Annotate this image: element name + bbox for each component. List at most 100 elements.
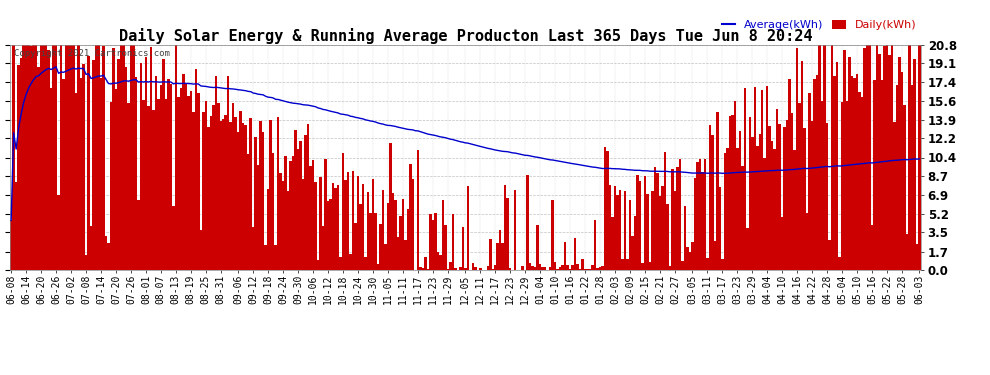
- Bar: [107, 243, 110, 270]
- Bar: [527, 176, 529, 270]
- Bar: [714, 241, 716, 270]
- Bar: [574, 238, 576, 270]
- Bar: [651, 190, 653, 270]
- Bar: [67, 45, 69, 270]
- Bar: [748, 117, 751, 270]
- Bar: [816, 75, 819, 270]
- Bar: [100, 78, 102, 270]
- Bar: [486, 266, 489, 270]
- Bar: [871, 225, 873, 270]
- Bar: [80, 78, 82, 270]
- Bar: [409, 164, 412, 270]
- Bar: [855, 74, 858, 270]
- Bar: [43, 45, 45, 270]
- Bar: [689, 252, 691, 270]
- Bar: [761, 90, 763, 270]
- Bar: [399, 216, 402, 270]
- Bar: [724, 153, 726, 270]
- Bar: [509, 268, 512, 270]
- Bar: [102, 46, 105, 270]
- Bar: [427, 268, 429, 270]
- Bar: [614, 186, 616, 270]
- Bar: [841, 102, 843, 270]
- Bar: [656, 173, 658, 270]
- Bar: [54, 45, 57, 270]
- Bar: [30, 46, 33, 270]
- Bar: [709, 125, 711, 270]
- Bar: [274, 245, 277, 270]
- Bar: [694, 178, 696, 270]
- Bar: [791, 113, 793, 270]
- Bar: [75, 93, 77, 270]
- Bar: [189, 90, 192, 270]
- Bar: [742, 166, 743, 270]
- Bar: [845, 101, 848, 270]
- Bar: [227, 76, 230, 270]
- Bar: [112, 48, 115, 270]
- Bar: [267, 189, 269, 270]
- Bar: [564, 242, 566, 270]
- Bar: [87, 56, 90, 270]
- Bar: [217, 103, 220, 270]
- Bar: [172, 206, 174, 270]
- Bar: [110, 102, 112, 270]
- Bar: [332, 183, 335, 270]
- Bar: [502, 243, 504, 270]
- Bar: [182, 74, 184, 270]
- Bar: [891, 45, 893, 270]
- Bar: [419, 267, 422, 270]
- Bar: [542, 267, 544, 270]
- Bar: [192, 111, 195, 270]
- Bar: [33, 45, 35, 270]
- Bar: [581, 259, 584, 270]
- Bar: [272, 153, 274, 270]
- Bar: [340, 257, 342, 270]
- Bar: [819, 45, 821, 270]
- Bar: [771, 141, 773, 270]
- Bar: [424, 257, 427, 270]
- Bar: [152, 110, 154, 270]
- Bar: [304, 135, 307, 270]
- Bar: [237, 132, 240, 270]
- Bar: [604, 147, 606, 270]
- Bar: [407, 209, 409, 270]
- Bar: [207, 126, 210, 270]
- Bar: [384, 244, 387, 270]
- Bar: [284, 156, 287, 270]
- Bar: [726, 148, 729, 270]
- Bar: [497, 243, 499, 270]
- Bar: [873, 80, 876, 270]
- Bar: [200, 230, 202, 270]
- Bar: [489, 239, 491, 270]
- Bar: [387, 203, 389, 270]
- Bar: [756, 146, 758, 270]
- Bar: [801, 61, 804, 270]
- Bar: [346, 172, 349, 270]
- Bar: [474, 267, 476, 270]
- Bar: [277, 117, 279, 270]
- Bar: [145, 57, 148, 270]
- Bar: [796, 48, 798, 270]
- Bar: [322, 226, 325, 270]
- Bar: [292, 156, 294, 270]
- Bar: [45, 45, 48, 270]
- Bar: [445, 225, 446, 270]
- Bar: [634, 216, 637, 270]
- Bar: [684, 206, 686, 270]
- Bar: [394, 200, 397, 270]
- Bar: [90, 226, 92, 270]
- Bar: [829, 240, 831, 270]
- Bar: [599, 267, 601, 270]
- Bar: [85, 255, 87, 270]
- Bar: [315, 182, 317, 270]
- Bar: [711, 135, 714, 270]
- Bar: [848, 57, 850, 270]
- Bar: [666, 204, 668, 270]
- Bar: [611, 217, 614, 270]
- Bar: [878, 54, 881, 270]
- Bar: [514, 190, 517, 270]
- Bar: [245, 125, 247, 270]
- Bar: [382, 190, 384, 270]
- Bar: [571, 265, 574, 270]
- Bar: [679, 159, 681, 270]
